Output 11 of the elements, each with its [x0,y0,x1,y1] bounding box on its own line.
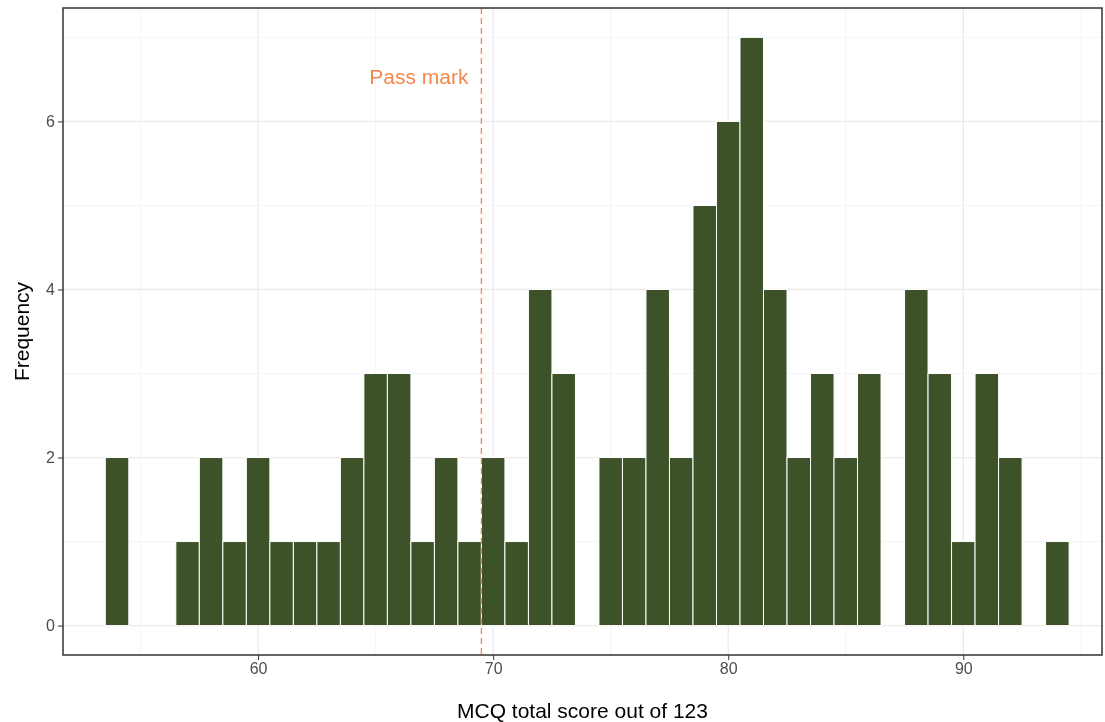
x-axis-title: MCQ total score out of 123 [457,699,708,722]
x-tick-label: 80 [719,660,738,678]
ref-line-label: Pass mark [369,64,469,88]
x-tick-label: 60 [249,660,268,678]
x-tick-label: 70 [484,660,503,678]
y-axis-title: Frequency [10,281,33,382]
y-tick-label: 6 [46,113,56,131]
y-tick-label: 2 [46,449,56,467]
x-tick-label: 90 [954,660,973,678]
y-tick-label: 4 [46,281,56,299]
y-tick-label: 0 [46,617,56,635]
